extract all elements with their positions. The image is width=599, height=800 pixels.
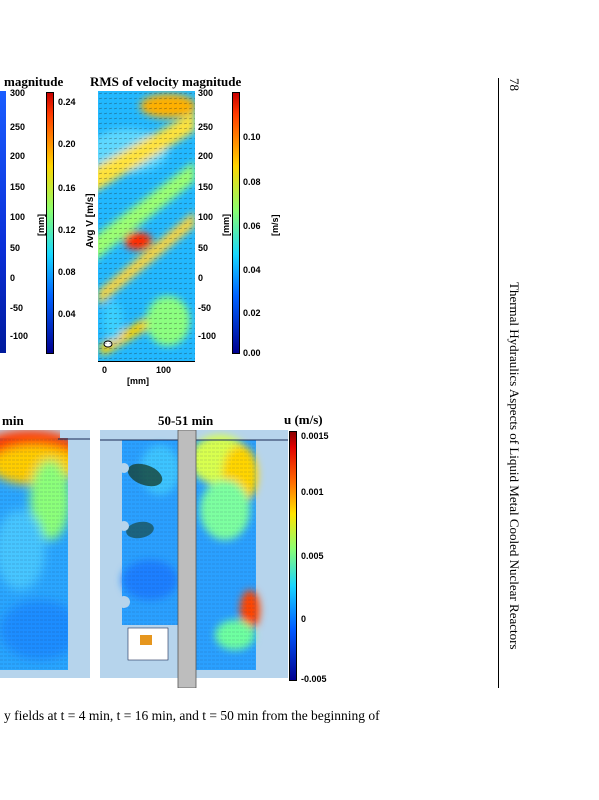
tick: 0.20	[58, 139, 76, 149]
bottom-right-velocity-field	[100, 430, 288, 688]
tick: 0.16	[58, 183, 76, 193]
tick: 200	[198, 151, 214, 161]
tick: -0.005	[301, 674, 327, 684]
tick: 0.005	[301, 551, 324, 561]
tick: 50	[198, 243, 209, 253]
tick: 0	[10, 273, 16, 283]
tick: -100	[198, 331, 217, 341]
top-right-ylabel: Avg V [m/s]	[85, 193, 96, 248]
tick: 0.00	[243, 348, 261, 358]
bottom-right-title: 50-51 min	[158, 413, 214, 428]
tick: -50	[198, 303, 212, 313]
top-right-xlabel: [mm]	[127, 376, 149, 386]
tick: -100	[10, 331, 29, 341]
tick: 0.08	[243, 177, 261, 187]
tick: 150	[198, 182, 214, 192]
tick: 0	[301, 614, 307, 624]
top-right-x-axis-line	[98, 361, 195, 362]
tick: 0.04	[243, 265, 261, 275]
bottom-right-colorbar-title: u (m/s)	[284, 412, 323, 427]
tick: 0.02	[243, 308, 261, 318]
top-right-axis-unit: [mm]	[221, 214, 231, 236]
tick: 0.0015	[301, 431, 329, 441]
top-left-colorbar-unit: [mm]	[36, 214, 46, 236]
tick: 0.04	[58, 309, 76, 319]
bottom-right-colorbar	[289, 431, 297, 681]
bottom-right-colorbar-ticks: 0.0015 0.001 0.005 0 -0.005	[299, 431, 349, 684]
tick: 0.08	[58, 267, 76, 277]
tick: 100	[10, 212, 26, 222]
tick: 150	[10, 182, 26, 192]
tick: 0	[198, 273, 204, 283]
tick: 0.06	[243, 221, 261, 231]
tick: 300	[198, 88, 214, 98]
tick: 0.24	[58, 97, 76, 107]
top-right-colorbar-unit: [m/s]	[270, 214, 280, 236]
x-tick: 0	[102, 365, 108, 375]
top-left-title: magnitude	[4, 74, 64, 89]
top-right-title: RMS of velocity magnitude	[90, 74, 242, 89]
page-number: 78	[507, 78, 522, 91]
header-rule	[498, 78, 499, 688]
tick: 300	[10, 88, 26, 98]
top-right-velocity-field	[98, 91, 195, 361]
top-left-field	[0, 91, 6, 353]
top-right-colorbar	[232, 92, 240, 354]
tick: 100	[198, 212, 214, 222]
bottom-left-velocity-field	[0, 430, 90, 678]
top-right-axis-ticks: 300 250 200 150 100 50 0 -50 -100	[196, 88, 230, 353]
tick: 50	[10, 243, 21, 253]
top-left-colorbar-ticks: 0.24 0.20 0.16 0.12 0.08 0.04	[56, 92, 86, 354]
top-left-axis-ticks: 300 250 200 150 100 50 0 -50 -100	[8, 88, 38, 353]
tick: 200	[10, 151, 26, 161]
tick: 0.001	[301, 487, 324, 497]
tick: 0.12	[58, 225, 76, 235]
tick: 250	[10, 122, 26, 132]
tick: -50	[10, 303, 24, 313]
tick: 0.10	[243, 132, 261, 142]
top-left-colorbar	[46, 92, 54, 354]
figure-caption: y fields at t = 4 min, t = 16 min, and t…	[4, 708, 380, 723]
bottom-left-title: min	[2, 413, 24, 428]
running-title: Thermal Hydraulics Aspects of Liquid Met…	[507, 282, 522, 650]
top-right-colorbar-ticks: 0.10 0.08 0.06 0.04 0.02 0.00	[242, 92, 278, 362]
tick: 250	[198, 122, 214, 132]
x-tick: 100	[156, 365, 172, 375]
